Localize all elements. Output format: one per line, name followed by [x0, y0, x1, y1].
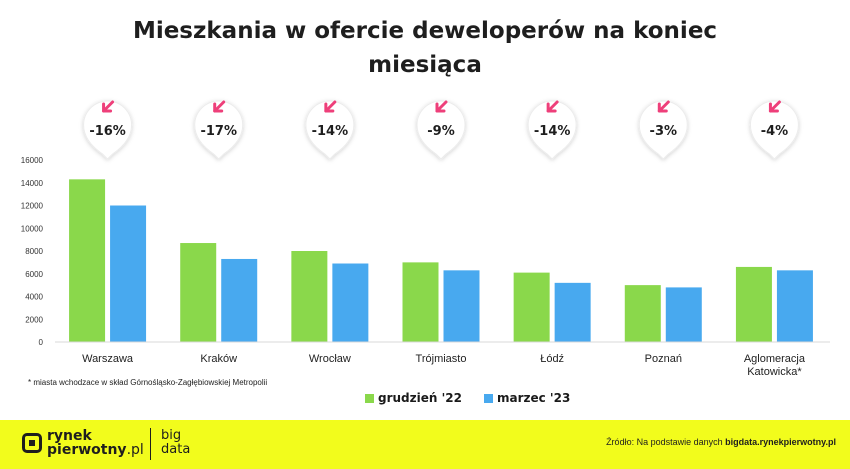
- arrow-down-left-icon: [546, 100, 559, 113]
- title-line-2: miesiąca: [368, 52, 482, 78]
- bigdata-line-2: data: [161, 442, 191, 457]
- change-badge: -14%: [305, 100, 355, 160]
- bar: [291, 251, 328, 342]
- arrow-down-left-icon: [102, 100, 115, 113]
- arrow-down-left-icon: [213, 100, 226, 113]
- legend: grudzień '22 marzec '23: [365, 391, 584, 405]
- category-label: Łódź: [540, 353, 564, 365]
- source-note: Źródło: Na podstawie danych bigdata.ryne…: [606, 437, 836, 447]
- logo-text: rynek pierwotny.pl: [47, 429, 144, 457]
- x-axis-labels: Warszawa Kraków Wrocław Trójmiasto Łódź Pozna…: [82, 353, 806, 378]
- logo-line-2: pierwotny: [47, 442, 127, 458]
- logo-mark-icon: [22, 433, 42, 453]
- bar: [776, 270, 813, 342]
- bar: [443, 270, 480, 342]
- category-label: Wrocław: [309, 353, 351, 365]
- legend-label-grudzien: grudzień '22: [378, 391, 462, 405]
- category-label: Trójmiasto: [416, 353, 467, 365]
- bar: [332, 263, 369, 342]
- y-axis: 0 2000 4000 6000 8000 10000 12000 14000 16000: [21, 156, 44, 347]
- footer-bar: rynek pierwotny.pl big data Źródło: Na p…: [0, 420, 850, 469]
- arrow-down-left-icon: [657, 100, 670, 113]
- y-tick-label: 4000: [25, 293, 43, 302]
- y-tick-label: 2000: [25, 315, 43, 324]
- legend-swatch-grudzien: [365, 393, 374, 403]
- bar: [624, 285, 661, 342]
- bar: [665, 287, 702, 342]
- y-tick-label: 14000: [21, 179, 44, 188]
- bar: [110, 205, 147, 342]
- category-label: Kraków: [200, 353, 237, 365]
- logo-tld: .pl: [126, 442, 144, 458]
- change-badge: -9%: [416, 100, 466, 160]
- change-label: -4%: [761, 124, 788, 139]
- change-label: -3%: [650, 124, 677, 139]
- y-tick-label: 10000: [21, 224, 44, 233]
- bars: [69, 179, 813, 342]
- change-badge: -4%: [749, 100, 799, 160]
- legend-swatch-marzec: [483, 393, 493, 403]
- change-label: -14%: [534, 124, 571, 139]
- legend-item-grudzien: grudzień '22: [365, 391, 462, 405]
- change-badge: -17%: [194, 100, 244, 160]
- category-label: Warszawa: [82, 353, 134, 365]
- legend-label-marzec: marzec '23: [496, 391, 571, 405]
- logo-line-1: rynek: [47, 428, 92, 444]
- legend-item-marzec: marzec '23: [483, 391, 571, 405]
- rynekpierwotny-logo[interactable]: rynek pierwotny.pl: [22, 429, 144, 457]
- change-badge: -14%: [527, 100, 577, 160]
- change-label: -17%: [200, 124, 237, 139]
- bar: [554, 282, 591, 342]
- footnote: * miasta wchodzace w skład Górnośląsko-Z…: [28, 378, 268, 387]
- title-line-1: Mieszkania w ofercie deweloperów na koni…: [132, 18, 718, 44]
- change-label: -16%: [89, 124, 126, 139]
- chart-title: Mieszkania w ofercie deweloperów na koni…: [0, 14, 850, 82]
- bar: [735, 266, 772, 342]
- bar: [180, 243, 217, 342]
- bar: [221, 258, 258, 342]
- arrow-down-left-icon: [324, 100, 337, 113]
- arrow-down-left-icon: [435, 100, 448, 113]
- change-label: -14%: [312, 124, 349, 139]
- source-link[interactable]: bigdata.rynekpierwotny.pl: [725, 437, 836, 447]
- category-label: Aglomeracja Katowicka*: [744, 353, 806, 378]
- bar: [513, 272, 550, 342]
- change-label: -9%: [427, 124, 454, 139]
- bigdata-line-1: big: [161, 428, 182, 443]
- y-tick-label: 6000: [25, 270, 43, 279]
- change-badge: -16%: [83, 100, 133, 160]
- bar: [69, 179, 106, 342]
- arrow-down-left-icon: [768, 100, 781, 113]
- y-tick-label: 8000: [25, 247, 43, 256]
- change-badge: -3%: [638, 100, 688, 160]
- footer-divider: [150, 428, 151, 460]
- bigdata-logo[interactable]: big data: [161, 429, 190, 457]
- y-tick-label: 16000: [21, 156, 44, 165]
- bar-chart: -16% -17% -14% -9% -14% -3% -4% 0 2000 4000 6000 8…: [21, 100, 830, 378]
- y-tick-label: 12000: [21, 202, 44, 211]
- change-badges: -16% -17% -14% -9% -14% -3% -4%: [83, 100, 799, 160]
- source-prefix: Źródło: Na podstawie danych: [606, 437, 726, 447]
- bar: [402, 262, 439, 342]
- y-tick-label: 0: [39, 338, 44, 347]
- category-label: Poznań: [645, 353, 682, 365]
